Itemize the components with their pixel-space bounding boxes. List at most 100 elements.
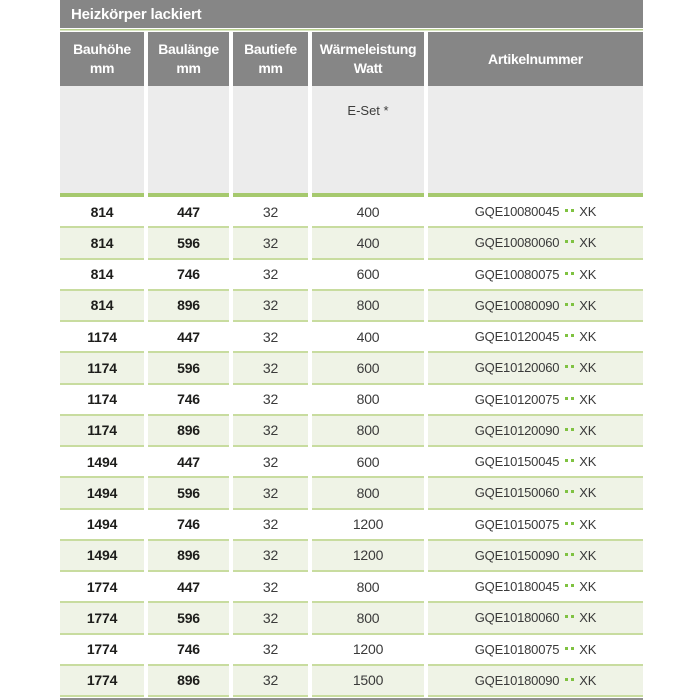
column-header-label: Baulänge <box>158 41 219 57</box>
cell-bauhoehe: 1174 <box>60 353 144 385</box>
placeholder-dots-icon <box>565 552 575 558</box>
cell-bauhoehe: 814 <box>60 228 144 260</box>
cell-artikelnummer: GQE10180075 XK <box>428 634 643 666</box>
placeholder-dots-icon <box>565 240 575 245</box>
artikelnummer-suffix: XK <box>579 204 597 220</box>
cell-baulaenge: 447 <box>148 197 229 229</box>
cell-baulaenge: 596 <box>148 603 229 635</box>
cell-baulaenge: 746 <box>148 384 229 416</box>
cell-watt: 400 <box>312 228 424 260</box>
cell-bautiefe: 32 <box>233 572 308 604</box>
cell-watt: 800 <box>312 415 424 447</box>
cell-bauhoehe: 1494 <box>60 540 144 572</box>
cell-bautiefe: 32 <box>233 384 308 416</box>
cell-baulaenge: 896 <box>148 665 229 697</box>
artikelnummer-prefix: GQE10080045 <box>474 204 560 220</box>
table-row: 814 746 32 600 GQE10080075 XK <box>60 259 643 291</box>
cell-bauhoehe: 1774 <box>60 603 144 635</box>
artikelnummer-suffix: XK <box>579 610 597 626</box>
placeholder-dots-icon <box>565 459 575 464</box>
cell-bautiefe: 32 <box>233 634 308 666</box>
column-header-unit: mm <box>258 60 283 76</box>
placeholder-dots-icon <box>565 302 575 308</box>
table-title-bar: Heizkörper lackiert <box>60 0 643 28</box>
column-header-baulaenge: Baulänge mm <box>148 32 229 86</box>
column-header-waermeleistung: Wärmeleistung Watt <box>312 32 424 86</box>
artikelnummer-prefix: GQE10120090 <box>474 422 560 438</box>
cell-artikelnummer: GQE10080045 XK <box>428 197 643 229</box>
column-header-bautiefe: Bautiefe mm <box>233 32 308 86</box>
cell-artikelnummer: GQE10080075 XK <box>428 259 643 291</box>
table-row: 1774 746 32 1200 GQE10180075 XK <box>60 634 643 666</box>
column-header-unit: mm <box>176 60 201 76</box>
table-row: 1174 596 32 600 GQE10120060 XK <box>60 353 643 385</box>
cell-bautiefe: 32 <box>233 415 308 447</box>
artikelnummer-suffix: XK <box>579 516 597 532</box>
placeholder-dots-icon <box>565 646 575 652</box>
cell-bautiefe: 32 <box>233 290 308 322</box>
cell-artikelnummer: GQE10180045 XK <box>428 572 643 604</box>
artikelnummer-prefix: GQE10120045 <box>474 329 560 345</box>
cell-watt: 800 <box>312 290 424 322</box>
table-row: 814 596 32 400 GQE10080060 XK <box>60 228 643 260</box>
artikelnummer-suffix: XK <box>579 329 597 345</box>
table-row: 1494 896 32 1200 GQE10150090 XK <box>60 540 643 572</box>
column-header-artikelnummer: Artikelnummer <box>428 32 643 86</box>
cell-bauhoehe: 1494 <box>60 478 144 510</box>
cell-watt: 800 <box>312 603 424 635</box>
artikelnummer-suffix: XK <box>579 235 597 251</box>
cell-bautiefe: 32 <box>233 665 308 697</box>
cell-artikelnummer: GQE10150090 XK <box>428 540 643 572</box>
cell-bauhoehe: 1774 <box>60 665 144 697</box>
placeholder-dots-icon <box>565 490 575 495</box>
green-rule-segment <box>148 193 229 197</box>
cell-baulaenge: 746 <box>148 634 229 666</box>
placeholder-dots-icon <box>565 271 575 277</box>
table-title: Heizkörper lackiert <box>71 5 202 23</box>
green-rule-segment <box>428 193 643 197</box>
cell-watt: 600 <box>312 447 424 479</box>
cell-watt: 1200 <box>312 540 424 572</box>
cell-bauhoehe: 1494 <box>60 509 144 541</box>
subheader-cell <box>233 86 308 193</box>
cell-watt: 600 <box>312 353 424 385</box>
cell-artikelnummer: GQE10150075 XK <box>428 509 643 541</box>
artikelnummer-prefix: GQE10180060 <box>474 610 560 626</box>
cell-watt: 400 <box>312 197 424 229</box>
cell-bauhoehe: 1774 <box>60 634 144 666</box>
artikelnummer-prefix: GQE10120060 <box>474 360 560 376</box>
artikelnummer-prefix: GQE10180090 <box>474 672 560 688</box>
artikelnummer-suffix: XK <box>579 391 597 407</box>
artikelnummer-prefix: GQE10120075 <box>474 391 560 407</box>
table-row: 814 896 32 800 GQE10080090 XK <box>60 290 643 322</box>
cell-artikelnummer: GQE10150045 XK <box>428 447 643 479</box>
cell-bautiefe: 32 <box>233 478 308 510</box>
cell-watt: 1500 <box>312 665 424 697</box>
cell-baulaenge: 896 <box>148 415 229 447</box>
cell-watt: 400 <box>312 322 424 354</box>
column-header-label: Bautiefe <box>244 41 297 57</box>
cell-bauhoehe: 814 <box>60 197 144 229</box>
column-header-unit: mm <box>89 60 115 76</box>
cell-baulaenge: 596 <box>148 228 229 260</box>
artikelnummer-prefix: GQE10150090 <box>474 547 560 563</box>
cell-bauhoehe: 1174 <box>60 415 144 447</box>
cell-baulaenge: 746 <box>148 509 229 541</box>
table-row: 1494 746 32 1200 GQE10150075 XK <box>60 509 643 541</box>
cell-baulaenge: 746 <box>148 259 229 291</box>
cell-bauhoehe: 1174 <box>60 322 144 354</box>
cell-bautiefe: 32 <box>233 259 308 291</box>
artikelnummer-suffix: XK <box>579 454 597 470</box>
cell-bautiefe: 32 <box>233 603 308 635</box>
artikelnummer-prefix: GQE10080075 <box>474 266 560 282</box>
cell-watt: 1200 <box>312 634 424 666</box>
green-rule-segment <box>60 193 144 197</box>
heizkoerper-spec-table: Heizkörper lackiert Bauhöhe mm Baulänge … <box>60 0 643 700</box>
artikelnummer-prefix: GQE10080090 <box>474 297 560 313</box>
cell-artikelnummer: GQE10120045 XK <box>428 322 643 354</box>
cell-bautiefe: 32 <box>233 322 308 354</box>
cell-bauhoehe: 814 <box>60 259 144 291</box>
column-header-unit: Watt <box>353 60 383 76</box>
title-separator-rule <box>60 28 643 32</box>
table-row: 814 447 32 400 GQE10080045 XK <box>60 197 643 229</box>
